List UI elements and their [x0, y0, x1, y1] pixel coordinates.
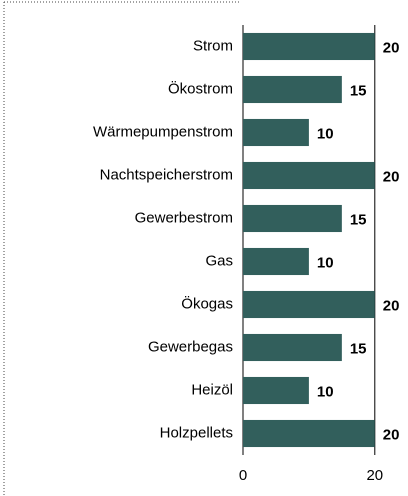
y-tick-label: Wärmepumpenstrom: [93, 123, 233, 140]
bar: [243, 333, 342, 362]
bar: [243, 376, 309, 405]
y-tick-label: Holzpellets: [160, 424, 233, 441]
value-label: 10: [317, 254, 334, 271]
value-label: 15: [350, 340, 367, 357]
y-tick-label: Ökogas: [181, 294, 233, 312]
x-tick-label: 20: [366, 467, 383, 484]
bar: [243, 247, 309, 276]
bar: [243, 419, 375, 448]
y-tick-label: Gas: [205, 252, 233, 269]
bar: [243, 290, 375, 319]
bar: [243, 161, 375, 190]
value-label: 15: [350, 211, 367, 228]
y-tick-label: Strom: [193, 37, 233, 54]
value-label: 20: [383, 426, 400, 443]
y-tick-label: Gewerbegas: [148, 338, 233, 355]
value-label: 15: [350, 82, 367, 99]
bar: [243, 204, 342, 233]
bar: [243, 32, 375, 61]
y-tick-label: Heizöl: [191, 381, 233, 398]
bar: [243, 75, 342, 104]
y-tick-label: Nachtspeicherstrom: [100, 166, 233, 183]
value-label: 20: [383, 297, 400, 314]
value-label: 10: [317, 383, 334, 400]
y-tick-label: Ökostrom: [168, 79, 233, 97]
value-label: 20: [383, 39, 400, 56]
value-label: 20: [383, 168, 400, 185]
x-tick-label: 0: [239, 467, 247, 484]
value-label: 10: [317, 125, 334, 142]
y-tick-label: Gewerbestrom: [135, 209, 233, 226]
bar: [243, 118, 309, 147]
